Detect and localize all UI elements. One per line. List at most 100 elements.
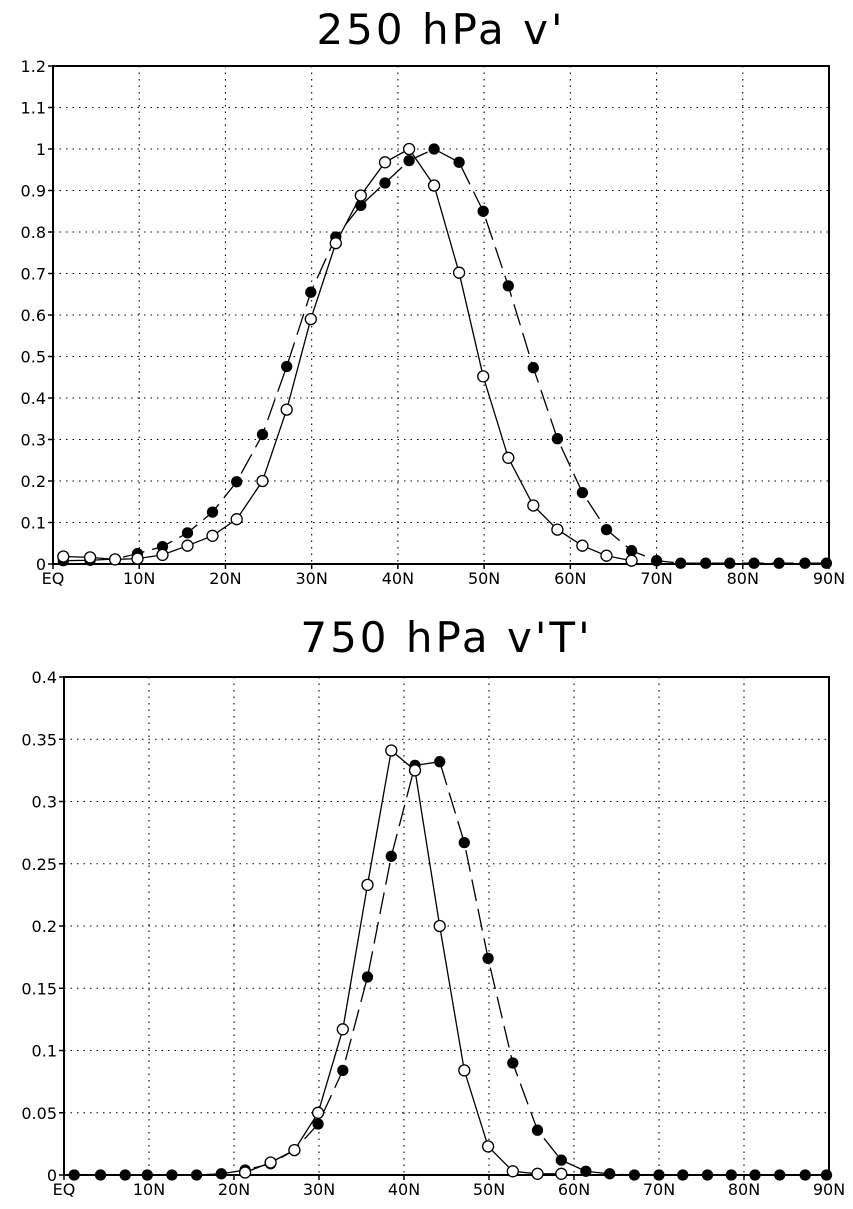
filled-circle-point xyxy=(625,545,638,557)
filled-circle-point xyxy=(385,850,397,862)
y-tick-label: 0.9 xyxy=(21,182,46,201)
x-tick-label: 70N xyxy=(643,1180,675,1199)
y-tick-label: 1.1 xyxy=(21,99,46,118)
filled-circle-point xyxy=(507,1057,519,1069)
filled-circle-point xyxy=(281,360,293,373)
open-circle-point xyxy=(108,553,122,566)
open-circle-point xyxy=(354,189,367,202)
dashed-series-line xyxy=(74,760,827,1176)
x-tick-label: 40N xyxy=(382,569,414,588)
x-tick-label: 50N xyxy=(468,569,500,588)
filled-circle-point xyxy=(555,1154,567,1166)
filled-circle-point xyxy=(531,1124,544,1136)
y-tick-label: 0 xyxy=(47,1166,57,1185)
filled-circle-point xyxy=(799,1169,811,1181)
filled-circle-point xyxy=(482,952,494,965)
filled-circle-point xyxy=(119,1169,131,1181)
open-circle-point xyxy=(402,142,416,156)
y-tick-label: 0.1 xyxy=(21,514,46,533)
y-tick-label: 0.8 xyxy=(21,223,46,242)
open-circle-point xyxy=(83,551,97,564)
filled-circle-point xyxy=(458,836,470,849)
open-circle-point xyxy=(230,513,243,526)
open-circle-point xyxy=(527,499,540,512)
open-circle-point xyxy=(531,1167,544,1180)
filled-circle-point xyxy=(190,1169,203,1181)
filled-circle-point xyxy=(724,557,736,569)
chart-title: 750 hPa v'T' xyxy=(300,613,592,662)
open-circle-point xyxy=(477,370,490,383)
filled-circle-point xyxy=(337,1064,349,1077)
filled-circle-point xyxy=(701,1169,714,1181)
chart-750hpa: 750 hPa v'T' 0 0.05 0.1 0.15 0.2 0.25 0.3 0.35 0.… xyxy=(21,613,845,1199)
y-tick-label: 0.2 xyxy=(32,917,57,936)
filled-circle-point xyxy=(434,756,446,768)
filled-circle-point xyxy=(576,486,589,499)
open-circle-point xyxy=(555,1167,568,1180)
open-circle-point xyxy=(506,1165,519,1178)
open-circle-point xyxy=(378,156,392,169)
y-tick-label: 0.6 xyxy=(21,306,46,325)
y-tick-label: 0.2 xyxy=(21,472,46,491)
y-tick-label: 0.25 xyxy=(21,855,57,874)
x-tick-label: 70N xyxy=(640,569,672,588)
solid-series-line xyxy=(63,148,632,562)
open-circle-point xyxy=(458,1064,471,1077)
open-circle-point xyxy=(181,539,194,552)
open-circle-point xyxy=(452,266,466,279)
open-circle-point xyxy=(256,474,269,488)
open-circle-point xyxy=(625,554,638,567)
filled-circle-point xyxy=(215,1168,227,1180)
open-circle-point xyxy=(304,312,317,326)
filled-circle-point xyxy=(653,1169,665,1181)
open-circle-point xyxy=(57,550,70,563)
y-tick-label: 0.4 xyxy=(21,389,46,408)
open-circle-point xyxy=(600,549,613,562)
x-tick-label: 80N xyxy=(728,1180,760,1199)
filled-circle-point xyxy=(305,286,317,298)
filled-circle-point xyxy=(749,1169,761,1181)
x-tick-label: 90N xyxy=(813,1180,845,1199)
open-circle-point xyxy=(280,403,293,416)
plot-frame xyxy=(52,65,830,565)
x-tick-label: 30N xyxy=(296,569,328,588)
open-circle-point xyxy=(408,764,422,777)
open-circle-point xyxy=(481,1140,495,1153)
y-tick-label: 1.2 xyxy=(21,57,46,76)
filled-circle-point xyxy=(68,1169,80,1181)
x-tick-label: 10N xyxy=(123,569,155,588)
filled-circle-point xyxy=(527,362,539,374)
x-tick-label: 60N xyxy=(554,569,586,588)
filled-circle-point xyxy=(551,433,564,445)
filled-circle-point xyxy=(181,527,194,539)
y-tick-label: 0.4 xyxy=(32,668,57,687)
filled-circle-point xyxy=(774,1169,786,1181)
x-tick-label: 50N xyxy=(473,1180,505,1199)
filled-circle-point xyxy=(453,156,465,168)
open-circle-point xyxy=(385,744,398,757)
open-circle-point xyxy=(238,1166,252,1179)
filled-circle-point xyxy=(799,557,811,569)
y-tick-label: 0.3 xyxy=(21,431,46,450)
x-tick-label: 40N xyxy=(388,1180,420,1199)
filled-circle-point xyxy=(94,1169,107,1181)
filled-circle-point xyxy=(628,1169,641,1181)
filled-circle-point xyxy=(675,557,687,569)
filled-circle-point xyxy=(141,1169,153,1181)
y-tick-label: 0.35 xyxy=(21,730,57,749)
open-circle-point xyxy=(206,529,219,542)
filled-circle-point xyxy=(650,555,663,567)
x-tick-label: 20N xyxy=(218,1180,250,1199)
x-tick-label: EQ xyxy=(42,569,65,588)
filled-circle-point xyxy=(725,1169,737,1181)
filled-circle-point xyxy=(428,143,440,155)
x-tick-label: 60N xyxy=(558,1180,590,1199)
filled-circle-point xyxy=(604,1168,616,1180)
y-tick-label: 0.3 xyxy=(32,793,57,812)
filled-circle-point xyxy=(206,506,219,518)
open-circle-point xyxy=(156,548,169,562)
filled-circle-point xyxy=(580,1165,592,1177)
filled-circle-point xyxy=(403,154,415,167)
filled-circle-point xyxy=(820,1169,833,1181)
x-tick-label: 10N xyxy=(133,1180,165,1199)
